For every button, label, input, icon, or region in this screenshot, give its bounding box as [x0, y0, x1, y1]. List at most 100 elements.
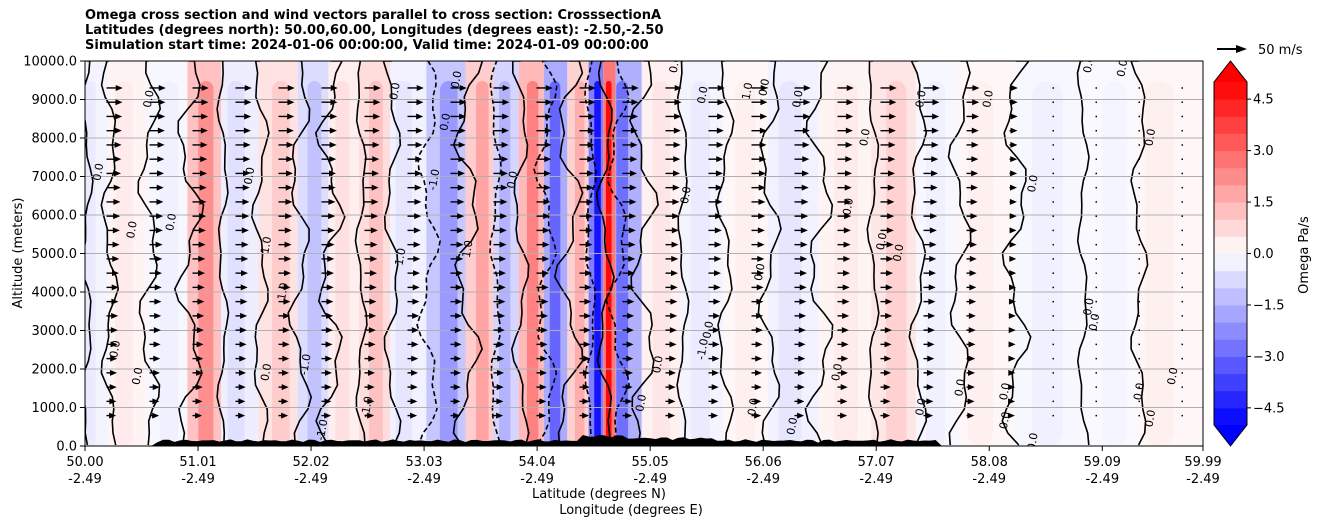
wind-vector-head [967, 412, 975, 419]
wind-vector-head [1009, 270, 1017, 277]
contour-line [452, 61, 484, 446]
wind-vector-head [243, 156, 251, 163]
wind-vector-head [803, 99, 811, 106]
wind-vector-head [1008, 327, 1016, 334]
wind-vector-head [453, 384, 461, 391]
wind-vector-head [671, 255, 679, 262]
wind-vector-head [932, 113, 940, 120]
wind-vector-head [629, 213, 637, 220]
wind-vector-head [970, 241, 978, 248]
wind-vector-head [327, 227, 335, 234]
wind-vector-head [197, 298, 205, 305]
wind-vector-dot [1181, 243, 1183, 246]
wind-vector-head [372, 127, 380, 134]
wind-vector-head [845, 156, 853, 163]
wind-vector-head [888, 156, 896, 163]
omega-band-core [499, 81, 511, 446]
wind-vector-head [587, 127, 595, 134]
contour-label: 0.0 [1142, 128, 1158, 147]
x-tick-label-lon: -2.49 [181, 472, 215, 487]
wind-vector-head [844, 213, 852, 220]
wind-vector-head [583, 355, 591, 362]
omega-band-core [1101, 81, 1128, 446]
wind-vector-head [543, 198, 551, 205]
wind-vector-head [415, 170, 423, 177]
wind-vector-head [157, 156, 165, 163]
wind-vector-head [416, 113, 424, 120]
contour-label: 0.0 [913, 397, 929, 416]
wind-vector-head [241, 241, 249, 248]
wind-vector-head [286, 170, 294, 177]
wind-vector-head [630, 156, 638, 163]
wind-vector-head [459, 84, 467, 91]
omega-band-core [967, 81, 993, 446]
wind-vector-head [282, 355, 290, 362]
colorbar-tick-label: 3.0 [1253, 144, 1274, 159]
wind-vector-dot [1052, 372, 1054, 374]
contour-line [287, 61, 313, 446]
wind-vector-head [930, 213, 938, 220]
y-tick-label: 8000.0 [32, 132, 78, 147]
wind-vector-head [416, 84, 424, 91]
wind-vector-head [195, 412, 203, 419]
contour-line [100, 61, 120, 446]
wind-vector-head [499, 227, 507, 234]
wind-vector-head [197, 312, 205, 319]
x-tick-label-lat: 59.99 [1184, 455, 1221, 470]
wind-vector-head [889, 99, 897, 106]
wind-vector-head [1008, 312, 1016, 319]
wind-vector-dot [1138, 144, 1140, 146]
wind-vector-dot [1052, 186, 1054, 189]
wind-vector-head [627, 298, 635, 305]
wind-vector-head [967, 398, 975, 405]
wind-vector-dot [1181, 400, 1183, 403]
wind-vector-head [926, 384, 934, 391]
wind-vector-head [539, 384, 547, 391]
contour-label: 0.0 [840, 197, 856, 216]
wind-vector-head [845, 170, 853, 177]
wind-vector-head [283, 284, 291, 291]
wind-vector-head [497, 341, 505, 348]
wind-vector-head [458, 170, 466, 177]
wind-vector-dot [1095, 144, 1097, 146]
x-tick-label-lon: -2.49 [407, 472, 441, 487]
contour-label: 0.0 [504, 170, 520, 189]
omega-band-core [616, 81, 629, 446]
wind-vector-head [841, 341, 849, 348]
wind-vector-head [586, 184, 594, 191]
wind-vector-dot [1138, 343, 1140, 346]
wind-vector-head [543, 213, 551, 220]
wind-vector-head [631, 99, 639, 106]
omega-band-core [1144, 81, 1175, 446]
wind-vector-head [625, 369, 633, 376]
wind-vector-head [329, 127, 337, 134]
wind-vector-head [455, 298, 463, 305]
contour-line [595, 61, 615, 446]
wind-vector-dot [1181, 172, 1183, 175]
wind-vector-head [155, 255, 163, 262]
colorbar-segment [1214, 202, 1247, 220]
wind-vector-dot [1181, 386, 1183, 388]
wind-vector-dot [1181, 329, 1183, 331]
wind-vector-head [799, 284, 807, 291]
wind-vector-head [198, 255, 206, 262]
contour-label: 0.0 [449, 70, 465, 89]
wind-vector-head [240, 284, 248, 291]
wind-vector-head [109, 369, 117, 376]
wind-vector-head [326, 284, 334, 291]
wind-vector-head [415, 141, 423, 148]
wind-vector-head [496, 369, 504, 376]
wind-vector-head [238, 384, 246, 391]
wind-vector-head [713, 298, 721, 305]
wind-vector-head [930, 184, 938, 191]
wind-vector-head [757, 227, 765, 234]
wind-vector-head [888, 170, 896, 177]
wind-vector-head [1010, 156, 1018, 163]
wind-vector-head [844, 198, 852, 205]
wind-vector-head [587, 156, 595, 163]
wind-vector-dot [1138, 186, 1140, 189]
wind-vector-head [674, 113, 682, 120]
wind-vector-head [887, 213, 895, 220]
contour-label: 0.0 [1086, 312, 1102, 331]
wind-vector-head [286, 156, 294, 163]
